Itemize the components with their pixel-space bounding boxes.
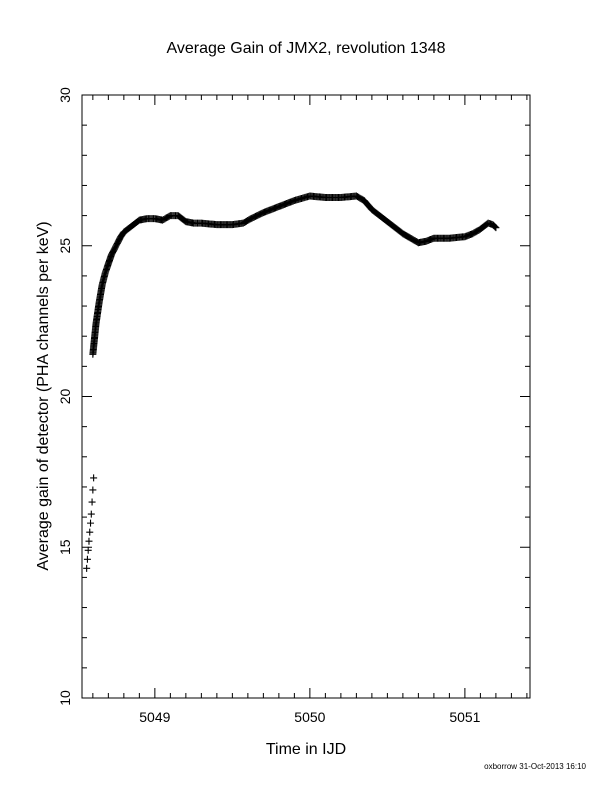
data-point (83, 564, 91, 572)
data-point (492, 224, 500, 232)
y-tick-label: 20 (57, 389, 73, 405)
x-tick-label: 5051 (449, 709, 480, 725)
data-point (85, 537, 93, 545)
y-axis-label: Average gain of detector (PHA channels p… (35, 221, 52, 570)
y-tick-label: 30 (57, 87, 73, 103)
x-tick-label: 5049 (139, 709, 170, 725)
data-point (84, 546, 92, 554)
y-tick-label: 15 (57, 539, 73, 555)
plot-frame (81, 94, 531, 699)
axis-ticks (82, 94, 530, 699)
y-tick-label: 25 (57, 238, 73, 254)
data-point (86, 528, 94, 536)
data-point (491, 223, 499, 231)
x-axis-label: Time in IJD (266, 741, 346, 758)
y-tick-label: 10 (57, 690, 73, 706)
data-point (89, 486, 97, 494)
data-point (87, 519, 95, 527)
data-point (88, 498, 96, 506)
data-point (87, 510, 95, 518)
data-point (83, 555, 91, 563)
data-point (490, 222, 498, 230)
footer-stamp: oxborrow 31-Oct-2013 16:10 (484, 762, 586, 771)
data-point (90, 474, 98, 482)
axis-tick-labels: 5049 5050 5051 10 15 20 25 30 (57, 87, 481, 725)
x-tick-label: 5050 (294, 709, 325, 725)
data-points (83, 192, 500, 572)
chart-title: Average Gain of JMX2, revolution 1348 (167, 40, 446, 57)
